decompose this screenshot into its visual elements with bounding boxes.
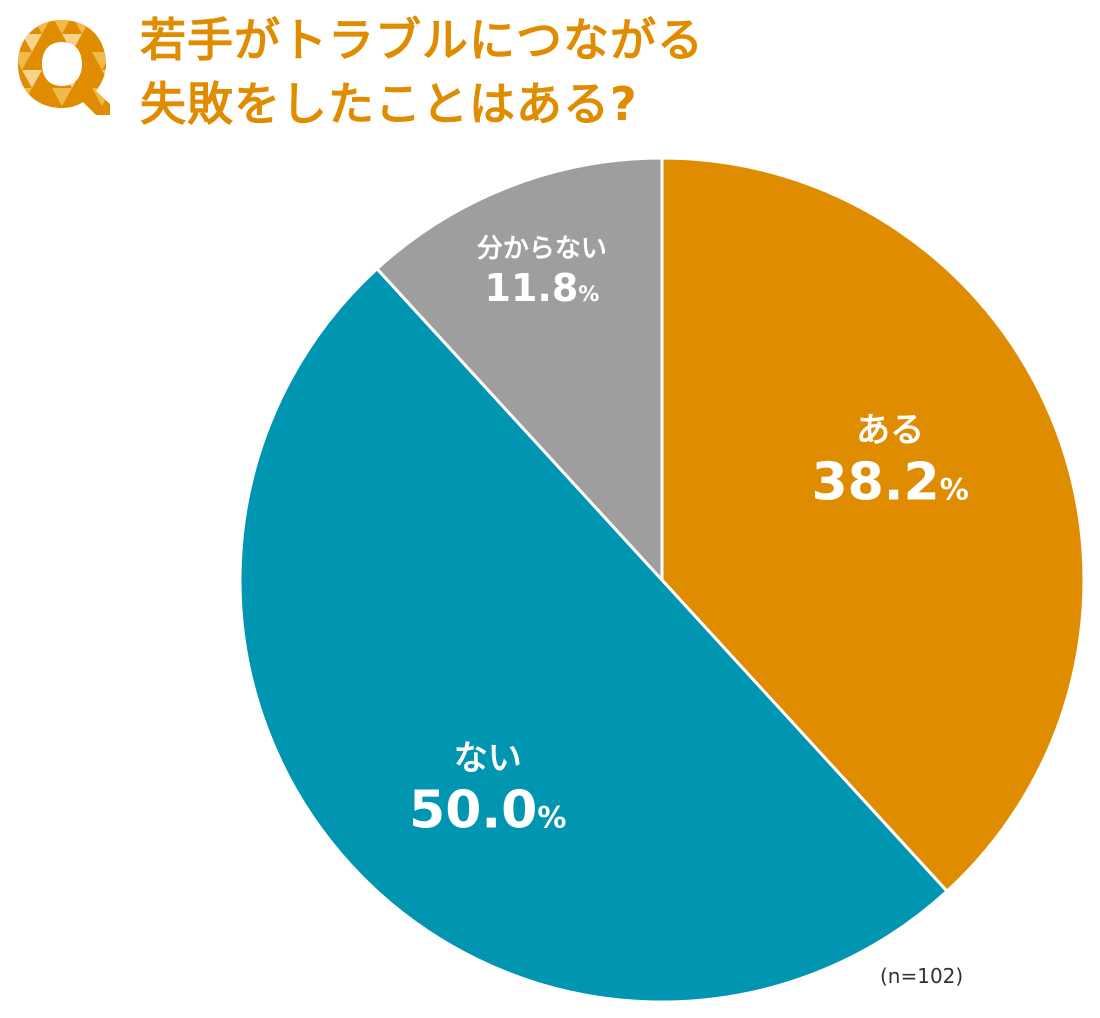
pie-slice-1 bbox=[660, 156, 1086, 894]
pie-slice-3 bbox=[374, 156, 664, 584]
pie-slice-2 bbox=[238, 266, 950, 1004]
slice-unit: % bbox=[578, 282, 599, 306]
slice-category-label: ある bbox=[856, 410, 924, 450]
slice-value: 50.0 bbox=[409, 781, 537, 841]
slice-value: 38.2 bbox=[811, 452, 939, 512]
chart-title-line-2: 失敗をしたことはある? bbox=[140, 77, 638, 131]
question-q-icon bbox=[18, 20, 110, 115]
slice-value-label: 38.2% bbox=[811, 452, 968, 512]
slice-unit: % bbox=[940, 472, 969, 506]
slice-value: 11.8 bbox=[485, 266, 579, 310]
chart-title: 若手がトラブルにつながる 失敗をしたことはある? bbox=[140, 8, 704, 136]
slice-category-label: ない bbox=[454, 739, 522, 779]
slice-value-label: 11.8% bbox=[485, 266, 600, 310]
slice-category-label: 分からない bbox=[477, 234, 607, 264]
chart-title-line-1: 若手がトラブルにつながる bbox=[140, 13, 704, 67]
slice-value-label: 50.0% bbox=[409, 781, 566, 841]
slice-unit: % bbox=[537, 801, 566, 835]
sample-size-note: (n=102) bbox=[880, 964, 964, 988]
